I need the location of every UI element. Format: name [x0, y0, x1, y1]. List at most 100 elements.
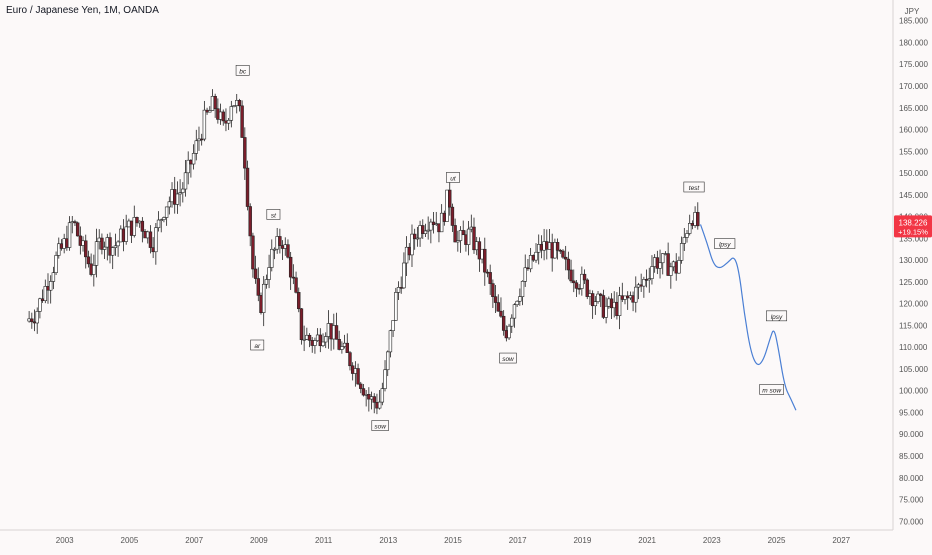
- candle: [526, 258, 530, 271]
- candle: [202, 100, 207, 142]
- candle: [302, 325, 306, 352]
- candle: [243, 127, 247, 180]
- candle: [458, 226, 463, 253]
- candle: [623, 295, 627, 305]
- candle: [418, 220, 422, 247]
- annotation-text: bc: [239, 68, 247, 75]
- candle: [283, 237, 287, 256]
- candle: [340, 341, 344, 354]
- candle: [391, 320, 395, 337]
- candle: [121, 219, 126, 252]
- candle: [359, 381, 363, 394]
- candle: [251, 232, 255, 278]
- candle: [318, 328, 323, 353]
- candle: [329, 323, 333, 351]
- candle: [345, 333, 349, 353]
- candle: [48, 275, 53, 304]
- y-tick-label: 185.000: [899, 17, 928, 26]
- candle: [639, 273, 643, 292]
- candle: [156, 211, 161, 232]
- candle: [256, 267, 261, 302]
- annotation-label: sow: [499, 352, 517, 364]
- candle: [307, 333, 312, 348]
- candle: [288, 251, 293, 290]
- currency-label: JPY: [905, 7, 920, 16]
- y-tick-label: 150.000: [899, 169, 928, 178]
- y-tick-label: 120.000: [899, 300, 928, 309]
- candle: [186, 151, 190, 185]
- annotation-label: ar: [250, 339, 265, 351]
- x-tick-label: 2003: [56, 536, 74, 545]
- candle: [348, 350, 352, 371]
- candle: [264, 274, 269, 289]
- candle: [361, 384, 366, 397]
- candle: [164, 206, 169, 226]
- candle: [574, 279, 579, 297]
- candle: [291, 264, 296, 285]
- candle: [154, 223, 158, 265]
- x-tick-label: 2025: [768, 536, 786, 545]
- candle: [108, 232, 112, 264]
- candle: [690, 220, 695, 230]
- candle: [162, 216, 166, 223]
- candle: [677, 256, 681, 274]
- y-tick-label: 125.000: [899, 278, 928, 287]
- candle: [682, 227, 687, 251]
- x-tick-label: 2013: [379, 536, 397, 545]
- annotation-text: lpsy: [719, 242, 731, 249]
- candle: [429, 218, 433, 244]
- candle: [350, 362, 355, 381]
- candle: [566, 251, 571, 280]
- candle: [599, 292, 603, 308]
- y-tick-label: 105.000: [899, 365, 928, 374]
- candle: [137, 220, 142, 228]
- candle: [426, 216, 430, 240]
- x-tick-label: 2021: [638, 536, 656, 545]
- candle: [615, 292, 619, 320]
- candle: [456, 230, 460, 252]
- candle: [501, 310, 506, 336]
- candle: [92, 254, 96, 287]
- candle: [555, 238, 560, 260]
- candle: [135, 216, 139, 227]
- candle: [563, 245, 568, 271]
- candle: [539, 235, 544, 259]
- candle: [369, 391, 374, 410]
- candle: [324, 332, 328, 349]
- candle: [464, 230, 468, 252]
- candle: [67, 216, 72, 251]
- candle: [688, 214, 692, 236]
- candle: [396, 281, 401, 301]
- projection-line: [699, 224, 797, 411]
- candle: [221, 109, 225, 126]
- candle: [143, 229, 147, 239]
- annotation-text: lpsy: [771, 314, 783, 321]
- y-tick-label: 110.000: [899, 343, 928, 352]
- candle: [46, 273, 50, 304]
- candle: [534, 243, 538, 263]
- x-tick-label: 2011: [315, 536, 333, 545]
- candle: [280, 240, 285, 260]
- y-tick-label: 135.000: [899, 234, 928, 243]
- candle: [477, 237, 482, 272]
- candle: [423, 223, 428, 237]
- candle: [38, 297, 42, 319]
- candle: [450, 203, 455, 233]
- candle: [43, 279, 47, 304]
- candle: [663, 251, 668, 256]
- candle: [469, 214, 474, 233]
- candle: [272, 247, 277, 260]
- candle: [580, 266, 584, 296]
- candle: [100, 233, 104, 255]
- candle: [59, 239, 64, 251]
- candle: [518, 288, 522, 306]
- candle: [650, 255, 654, 285]
- time-axis[interactable]: 2003 2005 2007 2009 2011 2013 2015 2017 2019 2021…: [0, 529, 893, 545]
- annotation-text: m sow: [762, 387, 782, 394]
- candle: [537, 234, 541, 265]
- candle: [439, 204, 444, 233]
- x-tick-label: 2027: [832, 536, 850, 545]
- candle: [380, 382, 385, 406]
